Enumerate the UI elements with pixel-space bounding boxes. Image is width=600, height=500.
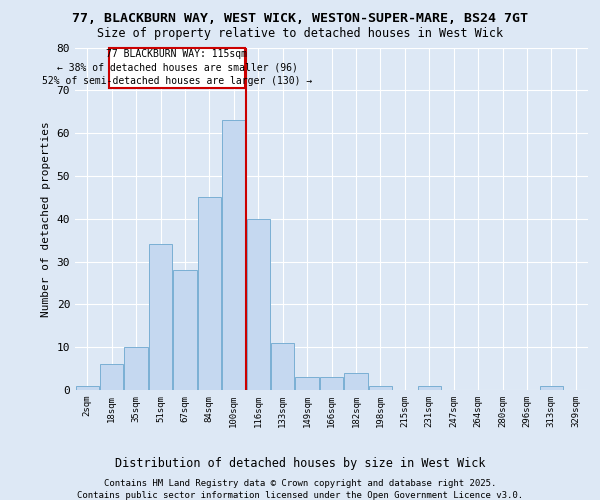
Bar bbox=[320, 377, 343, 390]
Text: 77, BLACKBURN WAY, WEST WICK, WESTON-SUPER-MARE, BS24 7GT: 77, BLACKBURN WAY, WEST WICK, WESTON-SUP… bbox=[72, 12, 528, 26]
FancyBboxPatch shape bbox=[109, 48, 245, 88]
Bar bbox=[271, 343, 294, 390]
Text: 77 BLACKBURN WAY: 115sqm: 77 BLACKBURN WAY: 115sqm bbox=[106, 49, 247, 59]
Bar bbox=[247, 219, 270, 390]
Bar bbox=[418, 386, 441, 390]
Bar bbox=[76, 386, 99, 390]
Text: Size of property relative to detached houses in West Wick: Size of property relative to detached ho… bbox=[97, 28, 503, 40]
Text: Contains HM Land Registry data © Crown copyright and database right 2025.: Contains HM Land Registry data © Crown c… bbox=[104, 479, 496, 488]
Y-axis label: Number of detached properties: Number of detached properties bbox=[41, 121, 51, 316]
Text: 52% of semi-detached houses are larger (130) →: 52% of semi-detached houses are larger (… bbox=[42, 76, 312, 86]
Text: Distribution of detached houses by size in West Wick: Distribution of detached houses by size … bbox=[115, 458, 485, 470]
Bar bbox=[369, 386, 392, 390]
Bar bbox=[198, 198, 221, 390]
Bar bbox=[100, 364, 123, 390]
Bar bbox=[149, 244, 172, 390]
Text: Contains public sector information licensed under the Open Government Licence v3: Contains public sector information licen… bbox=[77, 491, 523, 500]
Bar bbox=[173, 270, 197, 390]
Bar bbox=[295, 377, 319, 390]
Bar bbox=[124, 347, 148, 390]
Bar bbox=[222, 120, 245, 390]
Text: ← 38% of detached houses are smaller (96): ← 38% of detached houses are smaller (96… bbox=[56, 63, 298, 73]
Bar bbox=[540, 386, 563, 390]
Bar bbox=[344, 373, 368, 390]
